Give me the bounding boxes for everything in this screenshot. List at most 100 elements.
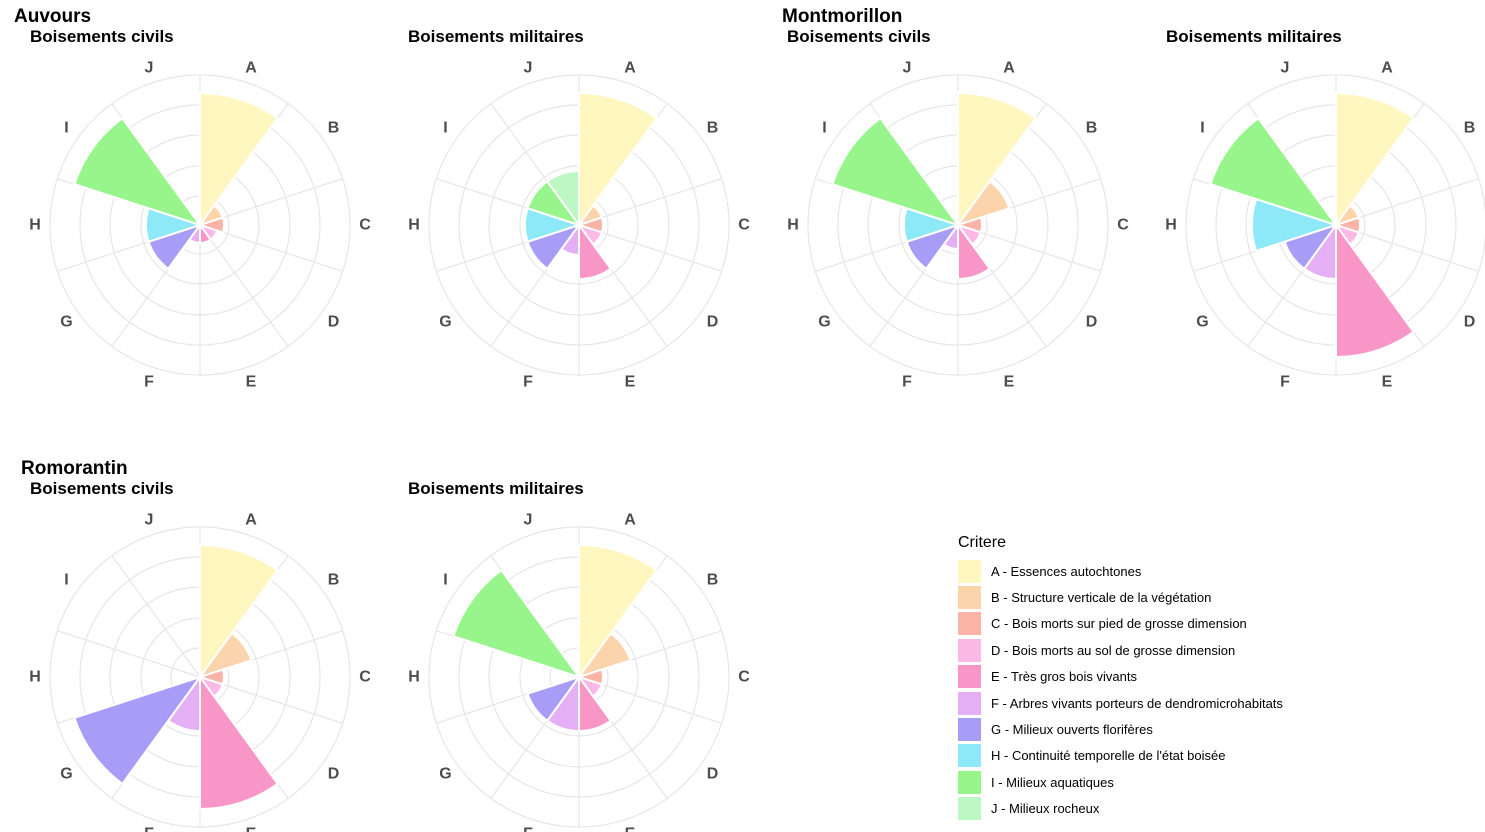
- grid-spoke: [199, 224, 289, 347]
- legend-item-c: C - Bois morts sur pied de grosse dimens…: [958, 611, 1378, 637]
- axis-label-d: D: [328, 314, 340, 331]
- axis-label-a: A: [624, 512, 636, 529]
- axis-label-g: G: [1196, 314, 1208, 331]
- wedge-g: [526, 675, 582, 723]
- axis-label-e: E: [1382, 373, 1393, 390]
- axis-label-j: J: [145, 512, 154, 529]
- legend-swatch: [958, 638, 981, 662]
- axis-label-g: G: [60, 766, 72, 783]
- wedge-b: [955, 179, 1011, 227]
- legend-label: B - Structure verticale de la végétation: [991, 590, 1212, 606]
- axis-label-i: I: [443, 572, 447, 589]
- legend-item-g: G - Milieux ouverts florifères: [958, 716, 1378, 742]
- legend-item-e: E - Très gros bois vivants: [958, 664, 1378, 690]
- legend-swatch: [958, 770, 981, 794]
- legend-swatch: [958, 559, 981, 583]
- site-title-romorantin: Romorantin: [21, 458, 128, 479]
- legend-label: C - Bois morts sur pied de grosse dimens…: [991, 616, 1247, 632]
- wedge-a: [199, 543, 279, 681]
- legend-items: A - Essences autochtones B - Structure ve…: [958, 558, 1378, 822]
- grid-spoke: [57, 630, 201, 678]
- panel-title-auvours-militaires: Boisements militaires: [408, 27, 584, 46]
- legend-label: E - Très gros bois vivants: [991, 669, 1137, 685]
- legend-item-j: J - Milieux rocheux: [958, 796, 1378, 822]
- legend-label: F - Arbres vivants porteurs de dendromic…: [991, 695, 1283, 711]
- axis-label-h: H: [408, 669, 420, 686]
- axis-label-b: B: [1464, 120, 1476, 137]
- wedge-e: [578, 221, 613, 281]
- axis-label-i: I: [64, 120, 68, 137]
- axis-label-g: G: [60, 314, 72, 331]
- axis-label-h: H: [787, 217, 799, 234]
- legend-item-h: H - Continuité temporelle de l'état bois…: [958, 743, 1378, 769]
- axis-label-h: H: [29, 669, 41, 686]
- axis-label-j: J: [1281, 60, 1290, 77]
- axis-label-g: G: [818, 314, 830, 331]
- axis-label-d: D: [1464, 314, 1476, 331]
- axis-label-a: A: [1003, 60, 1015, 77]
- panel-title-montmorillon-civils: Boisements civils: [787, 27, 931, 46]
- legend-label: H - Continuité temporelle de l'état bois…: [991, 748, 1226, 764]
- axis-label-d: D: [707, 766, 719, 783]
- polar-chart-auvours-militaires: A B C D E F G H I J: [408, 60, 750, 391]
- axis-label-f: F: [144, 373, 154, 390]
- polar-chart-auvours-civils: A B C D E F G H I J: [29, 60, 371, 391]
- legend-label: J - Milieux rocheux: [991, 801, 1100, 817]
- axis-label-g: G: [439, 766, 451, 783]
- legend-swatch: [958, 665, 981, 689]
- axis-label-i: I: [822, 120, 826, 137]
- axis-label-c: C: [359, 669, 371, 686]
- axis-label-d: D: [707, 314, 719, 331]
- axis-label-b: B: [1086, 120, 1098, 137]
- axis-label-e: E: [625, 373, 636, 390]
- wedge-a: [199, 91, 279, 229]
- axis-label-h: H: [29, 217, 41, 234]
- legend: Critere A - Essences autochtones B - Stru…: [958, 534, 1378, 822]
- axis-label-a: A: [245, 512, 257, 529]
- wedge-b: [197, 631, 253, 679]
- wedge-j: [545, 169, 580, 229]
- legend-label: D - Bois morts au sol de grosse dimensio…: [991, 642, 1236, 658]
- legend-item-f: F - Arbres vivants porteurs de dendromic…: [958, 690, 1378, 716]
- axis-label-g: G: [439, 314, 451, 331]
- axis-label-f: F: [902, 373, 912, 390]
- axis-label-d: D: [1086, 314, 1098, 331]
- wedge-i: [1209, 116, 1339, 227]
- legend-label: I - Milieux aquatiques: [991, 774, 1114, 790]
- legend-swatch: [958, 691, 981, 715]
- axis-label-f: F: [144, 825, 154, 832]
- wedge-e: [1335, 221, 1415, 359]
- axis-label-a: A: [1381, 60, 1393, 77]
- polar-chart-romorantin-civils: A B C D E F G H I J: [29, 512, 371, 832]
- axis-label-f: F: [523, 373, 533, 390]
- axis-label-h: H: [1165, 217, 1177, 234]
- axis-label-j: J: [524, 512, 533, 529]
- axis-label-a: A: [245, 60, 257, 77]
- site-title-montmorillon: Montmorillon: [782, 6, 903, 27]
- axis-label-a: A: [624, 60, 636, 77]
- polar-chart-romorantin-militaires: A B C D E F G H I J: [408, 512, 750, 832]
- legend-swatch: [958, 586, 981, 610]
- wedge-b: [576, 631, 632, 679]
- grid-spoke: [111, 555, 201, 678]
- wedge-c: [196, 216, 226, 234]
- legend-item-i: I - Milieux aquatiques: [958, 769, 1378, 795]
- axis-label-e: E: [625, 825, 636, 832]
- axis-label-d: D: [328, 766, 340, 783]
- axis-label-f: F: [1280, 373, 1290, 390]
- axis-label-c: C: [359, 217, 371, 234]
- wedge-a: [578, 543, 658, 681]
- wedge-g: [73, 675, 203, 786]
- legend-label: G - Milieux ouverts florifères: [991, 722, 1153, 738]
- axis-label-b: B: [328, 120, 340, 137]
- axis-label-e: E: [246, 373, 257, 390]
- axis-label-i: I: [443, 120, 447, 137]
- axis-label-b: B: [707, 572, 719, 589]
- wedge-i: [73, 116, 203, 227]
- legend-label: A - Essences autochtones: [991, 563, 1142, 579]
- site-title-auvours: Auvours: [14, 6, 92, 27]
- legend-swatch: [958, 612, 981, 636]
- panel-title-romorantin-civils: Boisements civils: [30, 479, 174, 498]
- axis-label-i: I: [64, 572, 68, 589]
- legend-item-a: A - Essences autochtones: [958, 558, 1378, 584]
